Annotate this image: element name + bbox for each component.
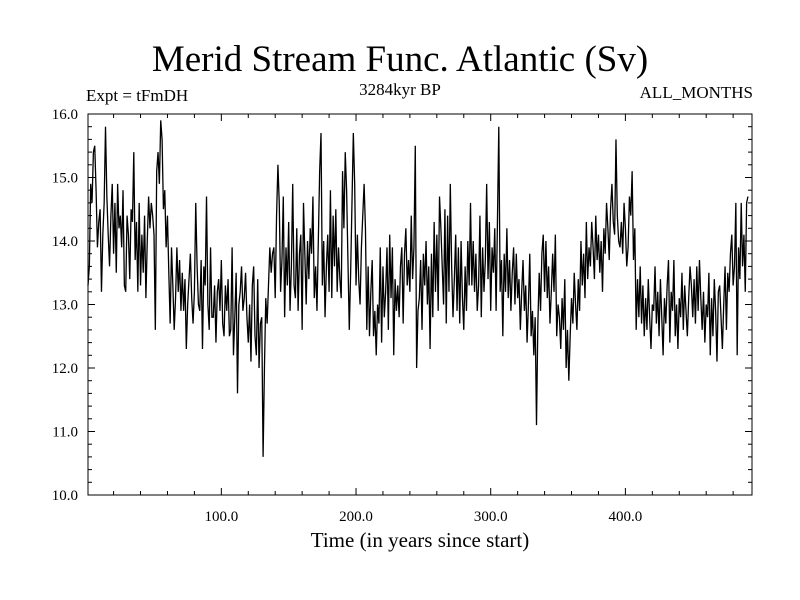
months-label: ALL_MONTHS xyxy=(639,83,753,102)
x-tick-label: 200.0 xyxy=(339,509,373,525)
y-tick-label: 15.0 xyxy=(52,171,78,187)
y-tick-label: 14.0 xyxy=(52,234,78,250)
x-axis-label: Time (in years since start) xyxy=(310,528,530,552)
y-tick-label: 13.0 xyxy=(52,298,78,314)
x-tick-label: 400.0 xyxy=(609,509,643,525)
series-line xyxy=(87,120,749,457)
x-tick-label: 100.0 xyxy=(204,509,238,525)
y-tick-label: 16.0 xyxy=(52,107,78,123)
chart-title: Merid Stream Func. Atlantic (Sv) xyxy=(151,39,649,80)
y-tick-label: 11.0 xyxy=(52,425,78,441)
experiment-label: Expt = tFmDH xyxy=(86,86,189,105)
y-tick-label: 10.0 xyxy=(52,488,78,504)
x-tick-label: 300.0 xyxy=(474,509,508,525)
chart-subtitle: 3284kyr BP xyxy=(359,80,441,99)
y-tick-label: 12.0 xyxy=(52,361,78,377)
axis-ticks xyxy=(88,113,752,496)
tick-labels: 10.0 11.0 12.0 13.0 14.0 15.0 16.0 100.0 200.0 30… xyxy=(52,107,643,525)
